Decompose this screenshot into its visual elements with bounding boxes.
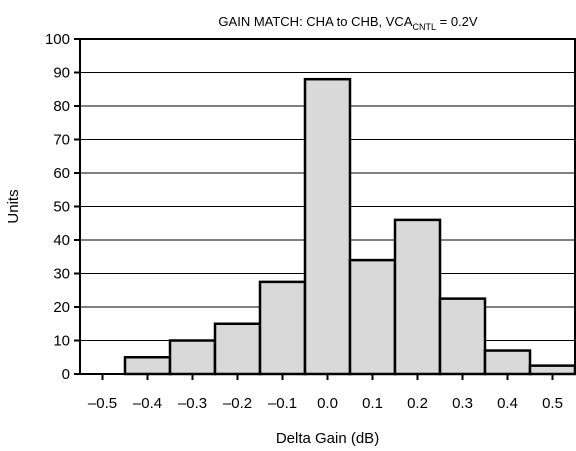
x-tick-label: 0.5 bbox=[542, 395, 563, 412]
y-tick-label: 40 bbox=[53, 232, 70, 249]
bar bbox=[393, 218, 442, 376]
y-tick-label: 0 bbox=[62, 366, 70, 383]
bar bbox=[438, 297, 487, 376]
y-tick-label: 60 bbox=[53, 165, 70, 182]
x-tick-label: –0.2 bbox=[223, 395, 252, 412]
x-tick-label: 0.4 bbox=[497, 395, 518, 412]
x-tick-label: –0.1 bbox=[268, 395, 297, 412]
x-tick-label: 0.1 bbox=[362, 395, 383, 412]
chart-title-suffix: = 0.2V bbox=[436, 14, 478, 29]
bar bbox=[303, 77, 352, 376]
y-tick-label: 30 bbox=[53, 266, 70, 283]
x-tick-label: –0.5 bbox=[88, 395, 117, 412]
chart-title-subscript: CNTL bbox=[413, 22, 437, 32]
y-tick-label: 70 bbox=[53, 132, 70, 149]
x-tick-label: –0.4 bbox=[133, 395, 162, 412]
chart-title: GAIN MATCH: CHA to CHB, VCACNTL = 0.2V bbox=[218, 14, 477, 32]
y-tick-label: 10 bbox=[53, 333, 70, 350]
x-axis-ticks: –0.5 –0.4 –0.3 –0.2 –0.1 0.0 0.1 0.2 0.3 0.4 0.5 bbox=[88, 374, 563, 412]
y-tick-label: 50 bbox=[53, 199, 70, 216]
y-tick-label: 20 bbox=[53, 299, 70, 316]
x-tick-label: 0.3 bbox=[452, 395, 473, 412]
y-axis-label: Units bbox=[5, 189, 22, 223]
bar bbox=[213, 322, 262, 376]
x-tick-label: 0.2 bbox=[407, 395, 428, 412]
y-tick-label: 90 bbox=[53, 65, 70, 82]
y-tick-label: 80 bbox=[53, 98, 70, 115]
bar bbox=[528, 364, 576, 376]
y-tick-label: 100 bbox=[45, 31, 70, 48]
x-tick-label: 0.0 bbox=[317, 395, 338, 412]
bar bbox=[123, 356, 172, 376]
chart-title-prefix: GAIN MATCH: CHA to CHB, VCA bbox=[218, 14, 412, 29]
bar bbox=[483, 349, 532, 376]
bar bbox=[168, 339, 217, 376]
x-tick-label: –0.3 bbox=[178, 395, 207, 412]
bars bbox=[123, 77, 576, 376]
bar bbox=[348, 258, 397, 376]
x-axis-label: Delta Gain (dB) bbox=[276, 430, 379, 447]
bar bbox=[258, 280, 307, 376]
y-axis-ticks: 0 10 20 30 40 50 60 70 80 90 100 bbox=[45, 31, 80, 383]
